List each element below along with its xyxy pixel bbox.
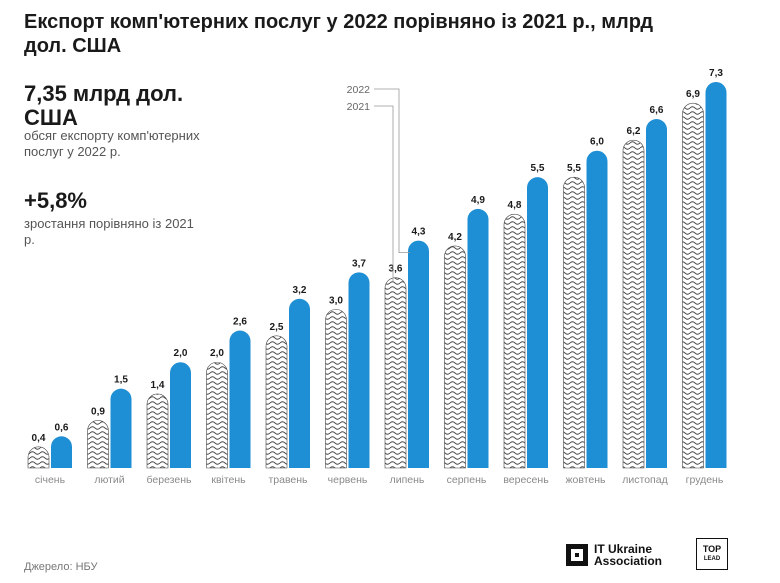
value-label-2022-10: 6,6 — [650, 105, 664, 116]
it-ukraine-logo-icon — [566, 544, 588, 566]
value-label-2022-9: 6,0 — [590, 137, 604, 148]
bar-2022-2 — [170, 362, 191, 468]
bar-2021-hatch-5 — [325, 309, 347, 469]
bar-2022-5 — [348, 272, 370, 468]
value-label-2021-4: 2,5 — [270, 322, 284, 333]
legend-line-2022 — [374, 88, 410, 254]
bar-2021-hatch-6 — [384, 277, 407, 469]
value-label-2022-3: 2,6 — [233, 317, 247, 328]
value-label-2022-8: 5,5 — [531, 163, 545, 174]
kpi-growth-label: зростання порівняно із 2021 р. — [24, 216, 194, 247]
bar-2022-11 — [705, 82, 727, 468]
value-label-2021-3: 2,0 — [210, 348, 224, 359]
value-label-2021-10: 6,2 — [627, 126, 641, 137]
tick-label-0: січень — [35, 474, 66, 486]
top-lead-logo: TOP LEAD — [696, 538, 728, 570]
source-note: Джерело: НБУ — [24, 561, 98, 573]
value-label-2022-0: 0,6 — [55, 422, 69, 433]
value-label-2021-8: 4,8 — [508, 200, 522, 211]
value-label-2021-9: 5,5 — [567, 163, 581, 174]
kpi-export-label: обсяг експорту комп'ютерних послуг у 202… — [24, 128, 200, 159]
page-title: Експорт комп'ютерних послуг у 2022 порів… — [24, 11, 654, 57]
bar-2021-hatch-7 — [444, 245, 466, 469]
bar-2021-hatch-1 — [87, 420, 109, 469]
bar-2021-hatch-3 — [206, 362, 228, 469]
bar-2022-10 — [646, 119, 667, 468]
value-label-2021-6: 3,6 — [389, 264, 403, 275]
legend-label-2022: 2022 — [347, 84, 371, 96]
value-label-2021-1: 0,9 — [91, 406, 105, 417]
chart-legend: 2022 2021 — [347, 84, 410, 282]
value-label-2021-0: 0,4 — [32, 433, 46, 444]
tick-label-9: жовтень — [565, 474, 606, 486]
tick-label-7: серпень — [447, 474, 487, 486]
value-label-2022-7: 4,9 — [471, 195, 485, 206]
tick-label-4: травень — [268, 474, 308, 486]
top-lead-logo-line1: TOP — [702, 544, 722, 554]
bar-2022-1 — [110, 388, 132, 468]
value-label-2021-2: 1,4 — [151, 380, 165, 391]
value-label-2022-6: 4,3 — [412, 227, 426, 238]
bar-2021-hatch-4 — [265, 335, 288, 469]
tick-label-6: липень — [390, 474, 425, 486]
tick-label-8: вересень — [503, 474, 549, 486]
kpi-export-value: 7,35 млрд дол. США — [24, 81, 184, 130]
value-label-2021-11: 6,9 — [686, 89, 700, 100]
legend-line-2021 — [374, 105, 394, 282]
bar-2022-0 — [51, 436, 72, 468]
bar-2022-8 — [527, 177, 548, 468]
value-label-2022-11: 7,3 — [709, 68, 723, 79]
bar-2021-hatch-9 — [563, 176, 585, 469]
value-label-2021-5: 3,0 — [329, 295, 343, 306]
tick-label-5: червень — [328, 474, 368, 486]
kpi-growth-value: +5,8% — [24, 188, 87, 213]
it-ukraine-logo: IT Ukraine Association — [566, 540, 684, 570]
top-lead-logo-line2: LEAD — [703, 556, 721, 562]
bar-2021-hatch-8 — [503, 213, 526, 469]
legend-label-2021: 2021 — [347, 101, 371, 113]
value-label-2021-7: 4,2 — [448, 232, 462, 243]
it-ukraine-logo-text: IT Ukraine Association — [594, 542, 663, 568]
bar-2022-4 — [289, 298, 310, 468]
value-label-2022-1: 1,5 — [114, 375, 128, 386]
value-label-2022-2: 2,0 — [174, 348, 188, 359]
bar-2022-3 — [229, 330, 251, 468]
bar-2021-hatch-10 — [622, 139, 645, 469]
value-label-2022-4: 3,2 — [293, 285, 307, 296]
export-bar-chart: 0,4 0,6 січень 0,9 1,5 лютий 1,4 2,0 березень 2,0… — [27, 68, 727, 486]
bar-2022-7 — [467, 208, 489, 468]
tick-label-10: листопад — [622, 474, 667, 486]
bar-2021-hatch-0 — [27, 446, 50, 469]
value-label-2022-5: 3,7 — [352, 258, 366, 269]
tick-label-1: лютий — [94, 474, 124, 486]
bar-2021-hatch-11 — [682, 102, 704, 469]
tick-label-2: березень — [147, 474, 193, 486]
bar-2021-hatch-2 — [146, 393, 169, 469]
tick-label-3: квітень — [211, 474, 246, 486]
bar-2022-9 — [586, 150, 608, 468]
bar-2022-6 — [408, 240, 429, 468]
tick-label-11: грудень — [686, 474, 724, 486]
